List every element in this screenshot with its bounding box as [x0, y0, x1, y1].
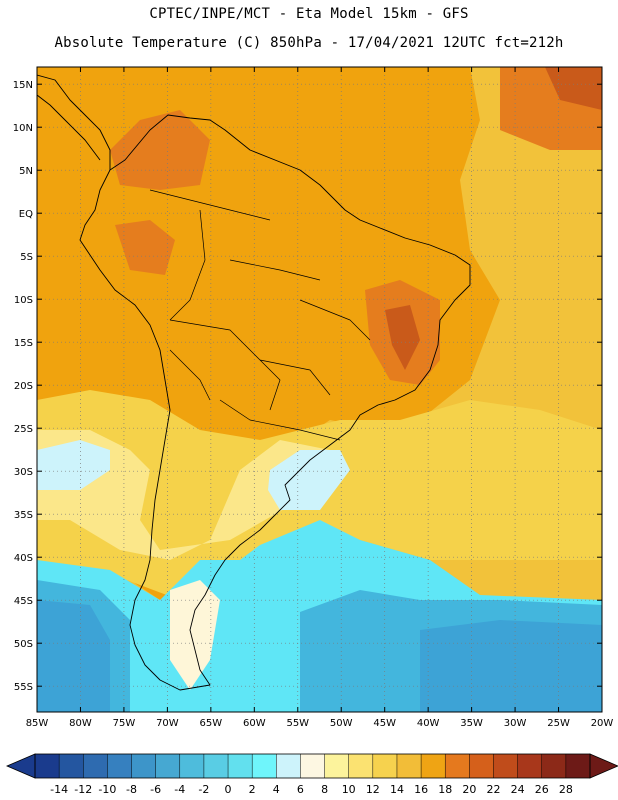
colorbar-swatch: [541, 754, 567, 778]
colorbar-swatch: [517, 754, 543, 778]
chart-title-line1: CPTEC/INPE/MCT - Eta Model 15km - GFS: [149, 6, 469, 22]
colorbar-label: -10: [98, 783, 116, 796]
colorbar-swatch: [276, 754, 301, 778]
colorbar-label: 6: [297, 783, 304, 796]
field-pale-area: [170, 580, 220, 690]
colorbar-swatch: [348, 754, 374, 778]
lat-label: 45S: [14, 596, 33, 607]
colorbar-label: 16: [414, 783, 428, 796]
lat-label: 10N: [13, 123, 33, 134]
chart-title-line2: Absolute Temperature (C) 850hPa - 17/04/…: [54, 35, 564, 51]
colorbar-outline: [34, 753, 591, 779]
central-america-coastline: [37, 74, 111, 170]
lon-label: 35W: [460, 718, 483, 729]
lon-label: 50W: [330, 718, 353, 729]
colorbar-swatch: [35, 754, 60, 778]
colorbar-label: 28: [559, 783, 573, 796]
field-very-hot-area: [385, 305, 420, 370]
colorbar-swatch: [300, 754, 326, 778]
colorbar-swatch: [469, 754, 494, 778]
lat-label: 30S: [14, 467, 33, 478]
colorbar-label: -2: [198, 783, 209, 796]
colorbar-swatch: [372, 754, 398, 778]
colorbar-max-arrow: [589, 753, 618, 779]
coastlines: [37, 74, 471, 691]
country-borders: [149, 189, 371, 441]
colorbar-swatch: [252, 754, 277, 778]
lat-label: 40S: [14, 553, 33, 564]
colorbar-swatch: [59, 754, 84, 778]
lon-label: 75W: [113, 718, 136, 729]
lon-label: 60W: [243, 718, 266, 729]
lat-label: 15N: [13, 80, 33, 91]
lon-label: 85W: [26, 718, 49, 729]
field-cool-area: [37, 440, 110, 490]
lat-label: 25S: [14, 424, 33, 435]
lon-label: 40W: [417, 718, 440, 729]
colorbar-label: 4: [273, 783, 280, 796]
colorbar-swatch: [493, 754, 519, 778]
lat-label: 5S: [20, 252, 33, 263]
lon-label: 55W: [286, 718, 309, 729]
lat-label: 50S: [14, 639, 33, 650]
colorbar-label: 10: [342, 783, 356, 796]
colorbar-label: 20: [462, 783, 476, 796]
longitude-axis: 85W 80W 75W 70W 65W 60W 55W 50W 45W 40W 35W 30W 25W 2…: [26, 67, 614, 729]
colorbar-label: -4: [174, 783, 185, 796]
colorbar-swatch: [83, 754, 108, 778]
colorbar-label: -14: [50, 783, 68, 796]
colorbar: [5, 753, 618, 779]
colorbar-swatch: [203, 754, 229, 778]
lon-label: 30W: [504, 718, 527, 729]
colorbar-swatch: [421, 754, 446, 778]
lon-label: 20W: [591, 718, 614, 729]
lon-label: 65W: [200, 718, 223, 729]
lon-label: 25W: [547, 718, 570, 729]
colorbar-swatch: [131, 754, 157, 778]
lon-label: 80W: [69, 718, 92, 729]
field-pale-area: [37, 430, 330, 560]
south-america-coastline: [79, 114, 471, 691]
colorbar-swatch: [396, 754, 422, 778]
temperature-field: [37, 67, 602, 712]
field-very-hot-area: [545, 67, 602, 110]
lat-label: 5N: [19, 166, 33, 177]
colorbar-label: 24: [511, 783, 525, 796]
colorbar-label: -8: [126, 783, 137, 796]
colorbar-swatch: [179, 754, 205, 778]
colorbar-swatch: [228, 754, 253, 778]
colorbar-label: 12: [366, 783, 380, 796]
map-frame: [36, 66, 603, 713]
colorbar-labels: -14 -12 -10 -8 -6 -4 -2 0 2 4 6 8 10 12 14 16 18 20 22 24 26…: [50, 783, 573, 796]
field-coldest-area: [37, 600, 602, 712]
colorbar-label: 8: [321, 783, 328, 796]
colorbar-label: 26: [535, 783, 549, 796]
lat-label: 15S: [14, 338, 33, 349]
colorbar-swatch: [155, 754, 181, 778]
colorbar-label: 2: [249, 783, 256, 796]
central-america-coastline: [37, 94, 101, 161]
latitude-axis: 15N 10N 5N EQ 5S 10S 15S 20S 25S 30S 35S 40S 45S 50S 5…: [13, 80, 602, 693]
colorbar-min-arrow: [5, 753, 36, 779]
colorbar-label: 22: [486, 783, 500, 796]
colorbar-label: -12: [74, 783, 92, 796]
field-hot-area: [115, 220, 175, 275]
colorbar-label: -6: [150, 783, 161, 796]
lat-label: EQ: [19, 209, 33, 220]
lat-label: 10S: [14, 295, 33, 306]
colorbar-swatch: [324, 754, 350, 778]
colorbar-label: 14: [390, 783, 404, 796]
colorbar-swatch: [107, 754, 133, 778]
lat-label: 35S: [14, 510, 33, 521]
colorbar-swatch: [445, 754, 470, 778]
lat-label: 20S: [14, 381, 33, 392]
colorbar-swatch: [565, 754, 591, 778]
lon-label: 45W: [373, 718, 396, 729]
lon-label: 70W: [156, 718, 179, 729]
lat-label: 55S: [14, 682, 33, 693]
colorbar-label: 18: [438, 783, 452, 796]
colorbar-label: 0: [225, 783, 232, 796]
